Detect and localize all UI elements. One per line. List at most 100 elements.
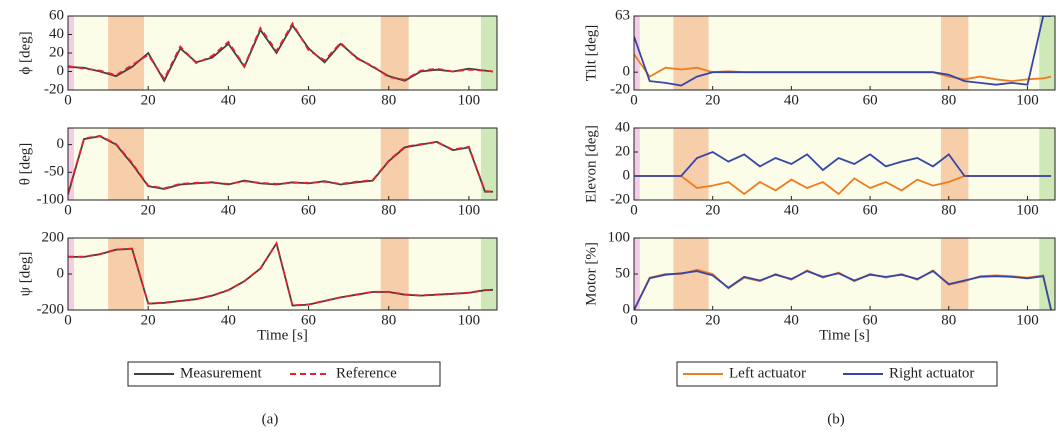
phase-region [639,128,674,200]
x-tick-label: 40 [221,92,236,108]
phase-region [74,238,109,310]
phase-region [968,16,1040,90]
x-tick-label: 40 [221,312,236,328]
y-tick-label: -20 [610,191,630,207]
phase-region [144,238,381,310]
series-line [68,134,494,194]
phase-region [74,16,109,90]
legend-label: Right actuator [889,365,974,381]
legend-box [676,361,998,387]
y-tick-label: 20 [49,44,64,60]
y-tick-label: 63 [615,7,630,23]
x-tick-label: 60 [863,92,878,108]
x-tick-label: 80 [381,92,396,108]
y-tick-label: 60 [49,7,64,23]
x-tick-label: 100 [1016,202,1039,218]
x-tick-label: 0 [630,202,638,218]
x-tick-label: 60 [301,202,316,218]
phase-region [408,238,481,310]
series-line [68,21,494,81]
y-tick-label: 0 [57,136,65,152]
series-line [634,16,1052,87]
phase-region [408,128,481,200]
axes-frame [633,237,1056,311]
phase-region [968,238,1040,310]
y-axis-label: ψ [deg] [17,252,33,297]
x-tick-label: 60 [301,92,316,108]
phase-region [480,16,497,90]
phase-region [708,238,941,310]
x-tick-label: 60 [863,312,878,328]
x-tick-label: 80 [381,202,396,218]
y-axis-label: Tilt [deg] [583,25,599,82]
x-tick-label: 80 [381,312,396,328]
y-tick-label: 0 [623,301,631,317]
phase-region [1039,128,1055,200]
phase-region [408,16,481,90]
x-tick-label: 60 [301,312,316,328]
x-tick-label: 0 [64,202,72,218]
x-tick-label: 20 [705,312,720,328]
x-tick-label: 80 [941,312,956,328]
axes-frame [67,127,498,201]
x-tick-label: 100 [458,312,481,328]
y-tick-label: -100 [37,191,65,207]
phase-region [68,128,75,200]
x-tick-label: 40 [221,202,236,218]
x-tick-label: 0 [630,312,638,328]
x-tick-label: 20 [141,92,156,108]
phase-region [144,128,381,200]
y-tick-label: 40 [49,26,64,42]
series-line [634,270,1052,310]
phase-region [708,16,941,90]
panel-label: (a) [262,411,279,427]
phase-region [480,128,497,200]
y-axis-label: Elevon [deg] [583,125,599,203]
x-tick-label: 20 [141,312,156,328]
x-tick-label: 80 [941,92,956,108]
phase-region [708,128,941,200]
y-tick-label: 0 [57,265,65,281]
y-tick-label: 100 [608,229,631,245]
x-tick-label: 100 [1016,92,1039,108]
phase-region [634,16,640,90]
phase-region [1039,16,1055,90]
series-line [634,151,1052,177]
phase-region [144,16,381,90]
phase-region [380,238,409,310]
legend-label: Measurement [180,365,262,381]
x-tick-label: 0 [630,92,638,108]
y-tick-label: -200 [37,301,65,317]
x-tick-label: 40 [784,92,799,108]
phase-region [74,128,109,200]
series-line [68,23,494,83]
x-tick-label: 100 [1016,312,1039,328]
y-tick-label: 0 [623,64,631,80]
y-tick-label: 0 [57,63,65,79]
x-axis-label: Time [s] [257,327,308,343]
phase-region [1039,238,1055,310]
y-tick-label: -20 [44,81,64,97]
phase-region [968,128,1040,200]
y-axis-label: θ [deg] [17,143,33,186]
axes-frame [67,237,498,311]
axes-frame [633,15,1056,91]
panel-label: (b) [827,411,845,427]
x-axis-label: Time [s] [819,327,870,343]
phase-region [940,238,969,310]
series-line [68,240,494,307]
phase-region [673,16,709,90]
x-tick-label: 20 [141,202,156,218]
y-axis-label: ϕ [deg] [17,31,33,74]
y-axis-label: Motor [%] [583,242,599,306]
axes-frame [67,15,498,91]
x-tick-label: 60 [863,202,878,218]
y-tick-label: 0 [623,167,631,183]
legend-label: Left actuator [729,365,806,381]
phase-region [108,128,145,200]
x-tick-label: 20 [705,202,720,218]
x-tick-label: 20 [705,92,720,108]
phase-region [639,16,674,90]
